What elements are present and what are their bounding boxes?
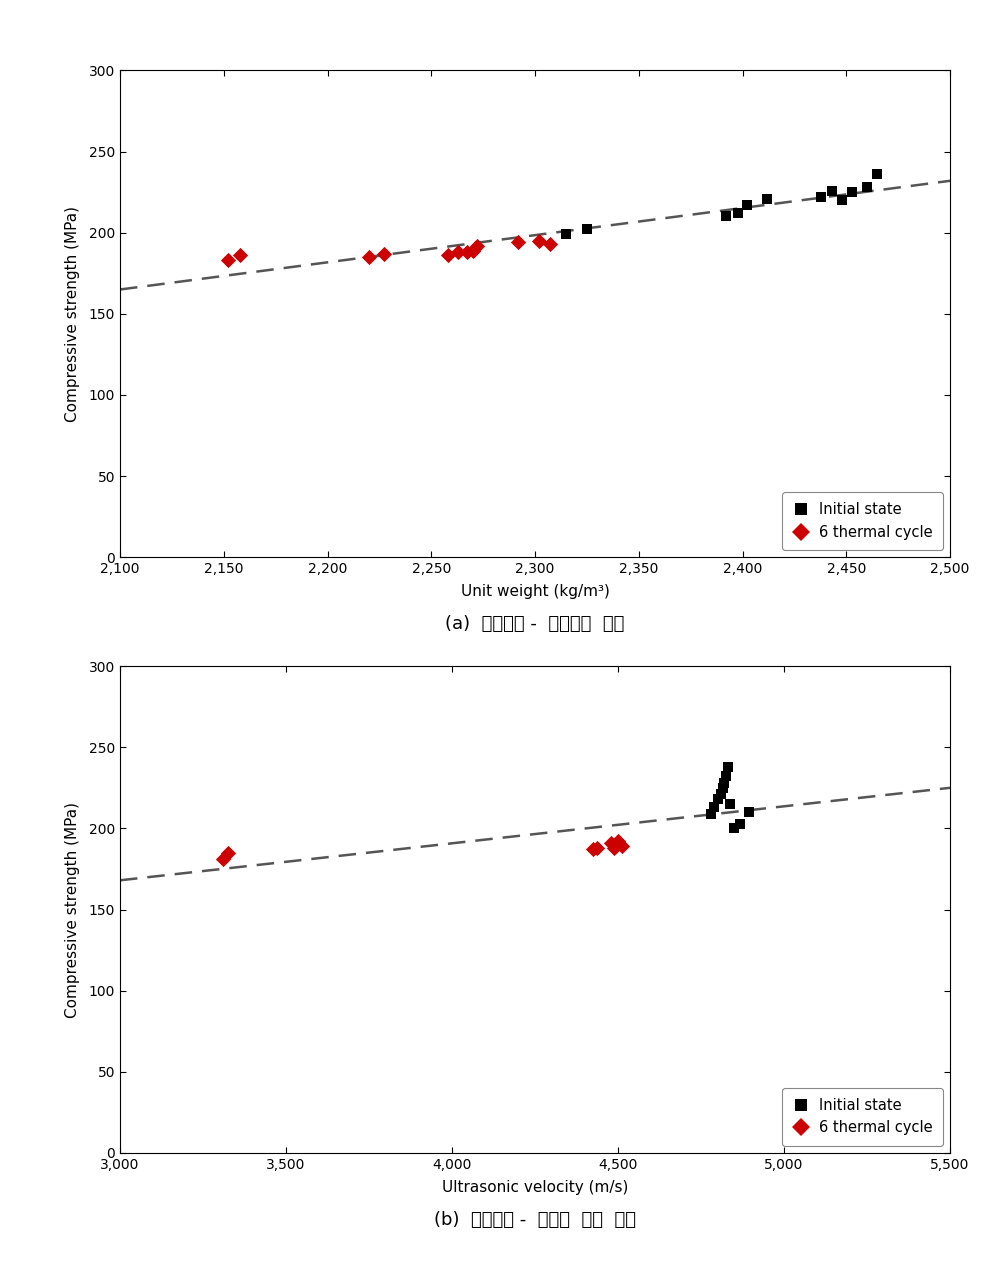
Point (730, 202, 746, 223)
Y-axis label: Compressive strength (MPa): Compressive strength (MPa) (65, 802, 80, 1017)
Point (703, 803, 719, 824)
Point (469, 236, 485, 256)
Point (220, 250, 236, 270)
Point (376, 243, 392, 264)
Point (716, 772, 732, 793)
Legend: Initial state, 6 thermal cycle: Initial state, 6 thermal cycle (782, 492, 943, 550)
Point (606, 838, 622, 858)
Point (834, 190, 850, 210)
Point (713, 784, 729, 804)
Point (715, 778, 731, 798)
Point (603, 833, 619, 853)
Point (510, 232, 526, 252)
Y-axis label: Compressive strength (MPa): Compressive strength (MPa) (65, 206, 80, 421)
X-axis label: Ultrasonic velocity (m/s): Ultrasonic velocity (m/s) (442, 1180, 628, 1195)
Point (531, 231, 547, 251)
Point (813, 187, 829, 208)
Point (720, 757, 736, 778)
Point (215, 849, 231, 870)
Point (465, 241, 481, 261)
Point (739, 195, 755, 215)
Point (440, 245, 456, 265)
Point (585, 839, 601, 860)
Point (450, 242, 466, 263)
Point (718, 766, 734, 787)
Point (220, 843, 236, 863)
Point (706, 797, 722, 817)
Point (726, 819, 742, 839)
Point (722, 794, 738, 815)
Text: (a)  압충강도 -  단위중량  관계: (a) 압충강도 - 단위중량 관계 (445, 615, 625, 633)
Point (844, 182, 860, 202)
Point (232, 245, 248, 265)
Point (759, 188, 775, 209)
Point (741, 802, 757, 822)
Point (859, 177, 875, 197)
Point (614, 836, 630, 857)
X-axis label: Unit weight (kg/m³): Unit weight (kg/m³) (461, 584, 609, 600)
Point (542, 234, 558, 255)
Point (361, 247, 377, 268)
Legend: Initial state, 6 thermal cycle: Initial state, 6 thermal cycle (782, 1088, 943, 1145)
Point (459, 242, 475, 263)
Point (732, 813, 748, 834)
Point (869, 164, 885, 184)
Point (718, 206, 734, 227)
Point (710, 789, 726, 810)
Point (579, 219, 595, 240)
Point (824, 181, 840, 201)
Point (558, 224, 574, 245)
Text: (b)  압충강도 -  초음파  속도  관계: (b) 압충강도 - 초음파 속도 관계 (434, 1211, 636, 1228)
Point (610, 831, 626, 852)
Point (589, 838, 605, 858)
